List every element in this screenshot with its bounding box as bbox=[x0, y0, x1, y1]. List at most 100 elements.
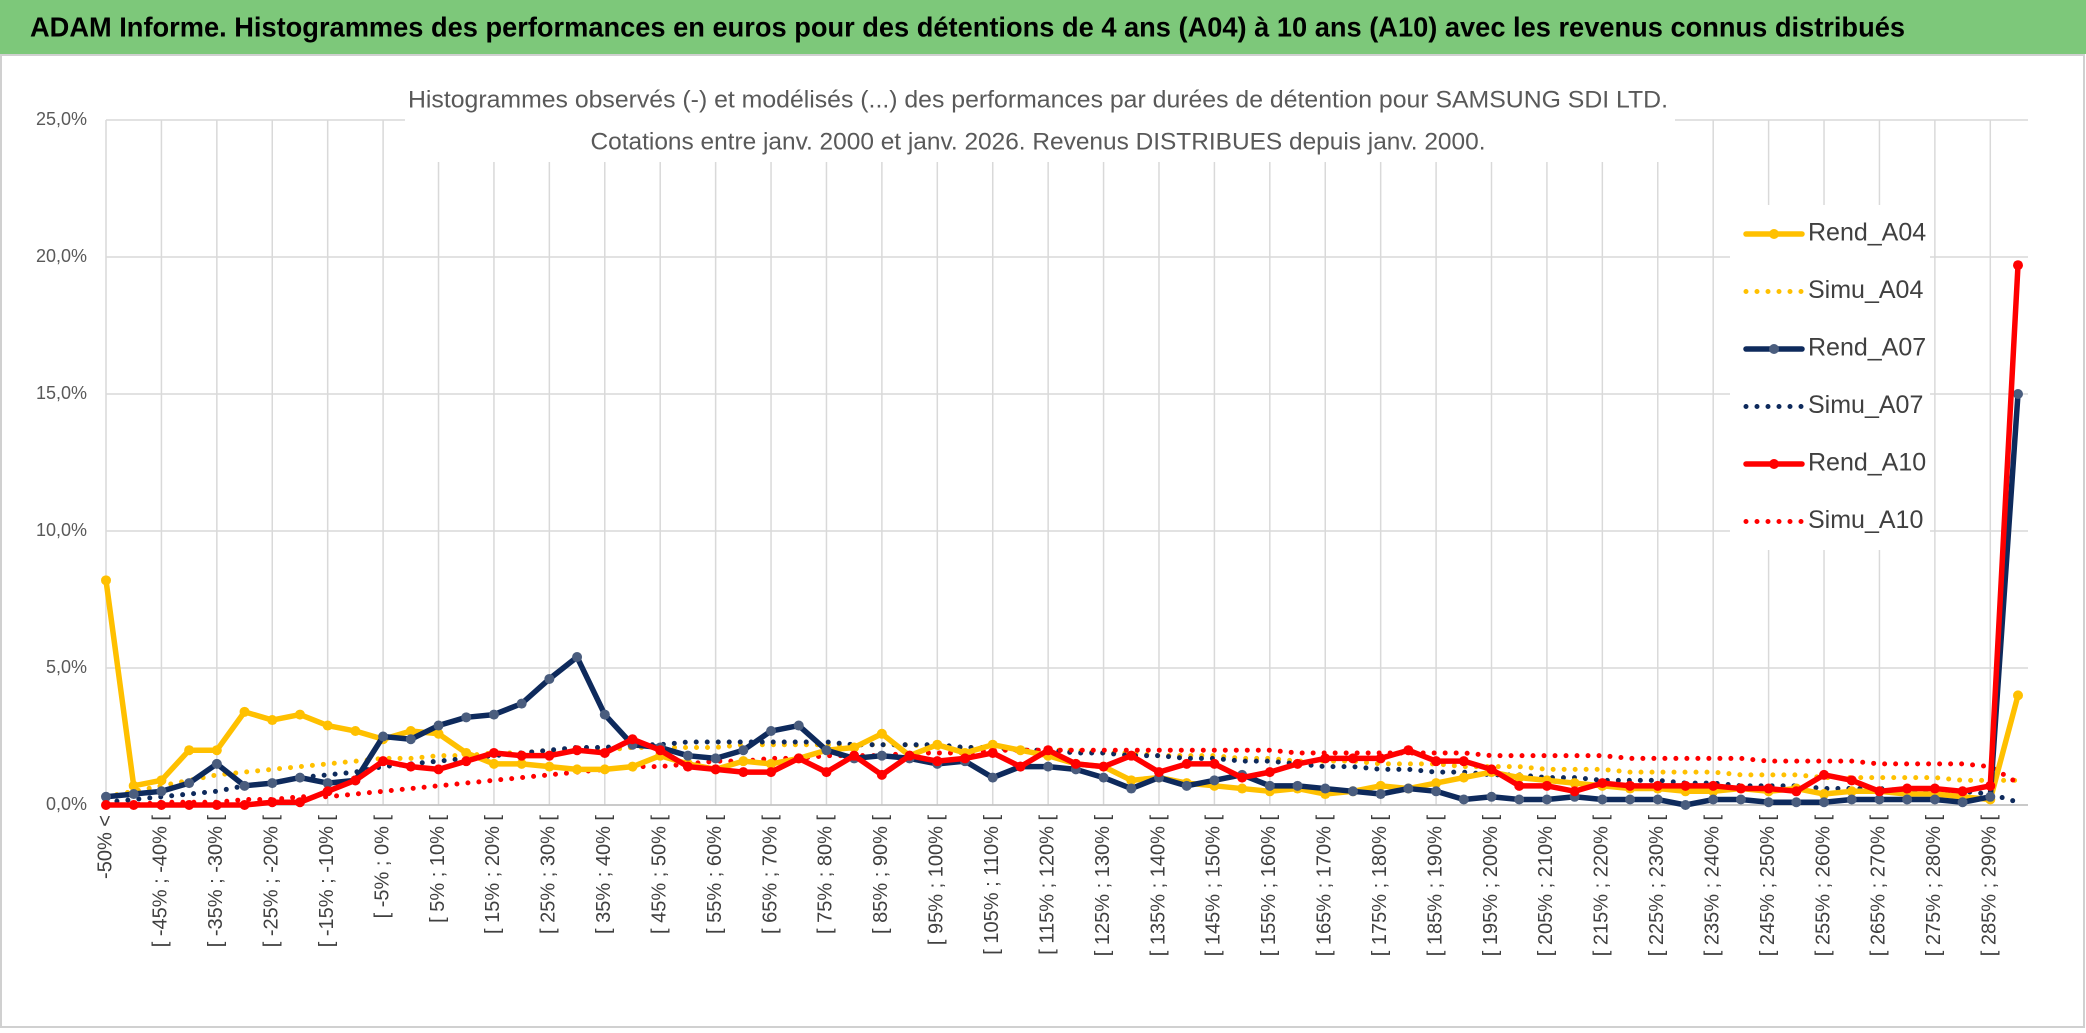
series-marker bbox=[1819, 789, 1830, 800]
series-marker bbox=[1126, 783, 1137, 794]
series-marker bbox=[516, 750, 527, 761]
series-marker bbox=[239, 706, 250, 717]
x-tick-label: [ 25% ; 30% [ bbox=[538, 815, 560, 934]
series-marker bbox=[1819, 797, 1830, 808]
x-tick-label: [ -35% ; -30% [ bbox=[205, 815, 227, 948]
series-marker bbox=[572, 764, 583, 775]
series-marker bbox=[1514, 794, 1525, 805]
series-marker bbox=[1403, 745, 1414, 756]
x-tick-label: [ 285% ; 290% [ bbox=[1979, 815, 2001, 957]
series-marker bbox=[2013, 389, 2023, 399]
series-marker bbox=[1458, 756, 1469, 767]
series-marker bbox=[128, 789, 139, 800]
series-marker bbox=[488, 709, 499, 720]
series-marker bbox=[1902, 783, 1913, 794]
series-marker bbox=[544, 750, 555, 761]
title-background bbox=[405, 82, 1675, 162]
x-tick-label: [ 165% ; 170% [ bbox=[1314, 815, 1336, 957]
series-marker bbox=[433, 728, 444, 739]
series-marker bbox=[1929, 794, 1940, 805]
series-marker bbox=[239, 800, 250, 810]
series-marker bbox=[1486, 764, 1497, 775]
series-marker bbox=[1264, 780, 1275, 791]
series-marker bbox=[876, 728, 887, 739]
series-marker bbox=[1902, 794, 1913, 805]
series-marker bbox=[461, 747, 472, 758]
series-marker bbox=[1015, 761, 1026, 772]
x-tick-label: [ 75% ; 80% [ bbox=[815, 815, 837, 934]
series-marker bbox=[1126, 775, 1137, 786]
legend-marker bbox=[1769, 229, 1779, 239]
series-marker bbox=[101, 791, 111, 802]
series-marker bbox=[1625, 794, 1636, 805]
series-marker bbox=[1320, 753, 1331, 764]
series-marker bbox=[1514, 780, 1525, 791]
series-marker bbox=[766, 767, 777, 778]
legend-label: Simu_A04 bbox=[1808, 276, 1923, 304]
series-marker bbox=[1680, 780, 1691, 791]
series-marker bbox=[322, 778, 333, 789]
series-marker bbox=[1791, 797, 1802, 808]
series-marker bbox=[156, 786, 167, 797]
series-marker bbox=[1874, 786, 1885, 797]
series-marker bbox=[101, 575, 111, 586]
series-marker bbox=[1735, 794, 1746, 805]
series-marker bbox=[876, 769, 887, 780]
series-marker bbox=[1541, 780, 1552, 791]
series-marker bbox=[211, 745, 222, 756]
series-marker bbox=[599, 764, 610, 775]
series-marker bbox=[1763, 797, 1774, 808]
x-tick-label: [ 35% ; 40% [ bbox=[593, 815, 615, 934]
series-marker bbox=[544, 761, 555, 772]
series-marker bbox=[766, 758, 777, 769]
series-marker bbox=[655, 745, 666, 756]
x-tick-label: [ -5% ; 0% [ bbox=[371, 815, 393, 919]
series-marker bbox=[1237, 783, 1248, 794]
series-marker bbox=[627, 761, 638, 772]
series-marker bbox=[1957, 797, 1968, 808]
series-marker bbox=[101, 800, 111, 810]
series-marker bbox=[267, 778, 278, 789]
series-marker bbox=[405, 726, 416, 737]
series-marker bbox=[682, 750, 693, 761]
series-marker bbox=[766, 726, 777, 737]
series-marker bbox=[710, 753, 721, 764]
series-marker bbox=[627, 734, 638, 745]
x-tick-label: [ 95% ; 100% [ bbox=[926, 815, 948, 946]
series-marker bbox=[1264, 767, 1275, 778]
series-marker bbox=[1292, 780, 1303, 791]
series-marker bbox=[184, 745, 195, 756]
series-marker bbox=[294, 709, 305, 720]
series-marker bbox=[1985, 780, 1996, 791]
y-tick-label: 10,0% bbox=[36, 520, 87, 540]
y-tick-label: 15,0% bbox=[36, 383, 87, 403]
series-marker bbox=[1985, 791, 1996, 802]
series-marker bbox=[405, 761, 416, 772]
x-tick-label: [ 85% ; 90% [ bbox=[870, 815, 892, 934]
series-marker bbox=[1458, 794, 1469, 805]
series-marker bbox=[1846, 786, 1857, 797]
series-marker bbox=[599, 709, 610, 720]
series-marker bbox=[1153, 767, 1164, 778]
series-marker bbox=[128, 800, 139, 810]
series-marker bbox=[350, 775, 361, 786]
series-marker bbox=[1735, 783, 1746, 794]
series-marker bbox=[378, 731, 389, 742]
series-marker bbox=[184, 778, 195, 789]
series-marker bbox=[821, 767, 832, 778]
legend-marker bbox=[1769, 344, 1779, 354]
series-marker bbox=[682, 761, 693, 772]
series-marker bbox=[1292, 758, 1303, 769]
series-line bbox=[103, 391, 2021, 808]
series-marker bbox=[405, 734, 416, 745]
series-marker bbox=[1597, 778, 1608, 789]
x-tick-label: [ 215% ; 220% [ bbox=[1591, 815, 1613, 957]
series-line bbox=[103, 262, 2021, 808]
legend: Rend_A04 Simu_A04 Rend_A07 Simu_A07 Rend_A10… bbox=[1730, 205, 1930, 550]
series-marker bbox=[128, 780, 139, 791]
series-marker bbox=[1375, 789, 1386, 800]
series-marker bbox=[1569, 778, 1580, 789]
series-marker bbox=[793, 753, 804, 764]
series-marker bbox=[1043, 745, 1054, 756]
series-marker bbox=[572, 652, 583, 663]
